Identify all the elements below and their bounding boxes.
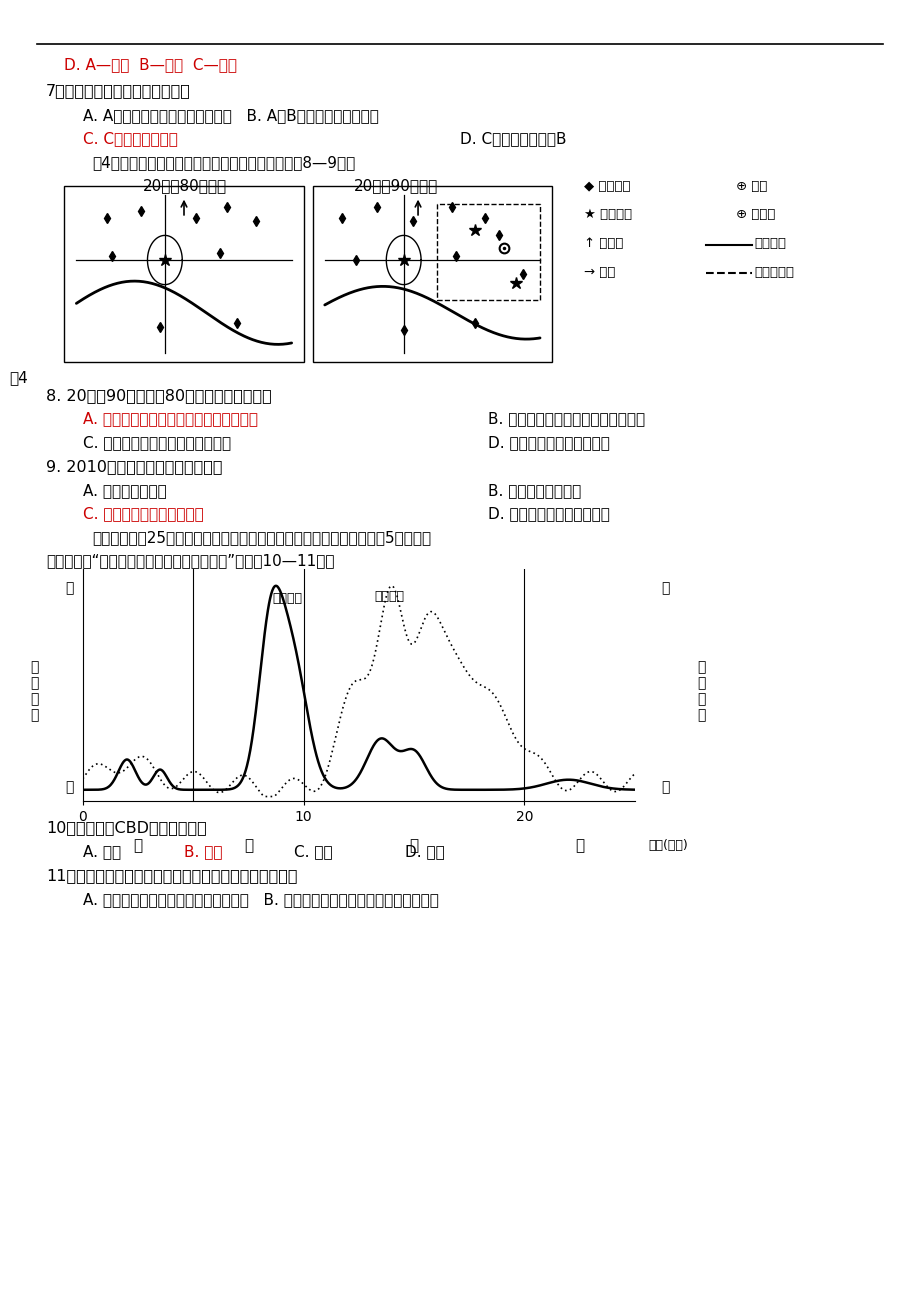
- Text: D. 老商业中心服务范围变小: D. 老商业中心服务范围变小: [487, 435, 608, 450]
- Text: B. 沿环线高架路分布: B. 沿环线高架路分布: [487, 483, 580, 499]
- Text: 人
口
密
度: 人 口 密 度: [696, 660, 705, 723]
- Text: D. 围绕老商业中心均匀分布: D. 围绕老商业中心均匀分布: [487, 506, 608, 522]
- Text: B. 乙区: B. 乙区: [184, 844, 222, 859]
- Text: 低: 低: [65, 780, 74, 794]
- Text: 高: 高: [65, 582, 74, 595]
- Bar: [437, 203, 539, 301]
- Text: C. 丙区: C. 丙区: [294, 844, 333, 859]
- Text: 土
地
价
格: 土 地 价 格: [30, 660, 39, 723]
- Text: C. 位于城市交通干线交会处: C. 位于城市交通干线交会处: [83, 506, 203, 522]
- Text: 9. 2010年，该城市新建的商业中心: 9. 2010年，该城市新建的商业中心: [46, 460, 222, 475]
- Text: 10．该城市的CBD最有可能位于: 10．该城市的CBD最有可能位于: [46, 820, 207, 836]
- Text: 11．若甲、乙、丙、丁为四个功能区，下列说法正确的是: 11．若甲、乙、丙、丁为四个功能区，下列说法正确的是: [46, 868, 297, 884]
- Text: 小: 小: [661, 780, 669, 794]
- Text: 图4: 图4: [9, 370, 28, 385]
- Text: ↑ 航空港: ↑ 航空港: [584, 237, 623, 250]
- Text: A. A服务半径最小，服务范围最大   B. A比B提供的职能种类较多: A. A服务半径最小，服务范围最大 B. A比B提供的职能种类较多: [83, 108, 379, 124]
- Text: → 河流: → 河流: [584, 266, 615, 279]
- Text: D. A—小学  B—中学  C—大学: D. A—小学 B—中学 C—大学: [64, 57, 237, 73]
- Text: 大: 大: [661, 582, 669, 595]
- Text: 土地价格: 土地价格: [272, 592, 302, 605]
- Text: 丙: 丙: [409, 838, 418, 854]
- Text: 甲: 甲: [133, 838, 142, 854]
- Text: ⊕ 地铁站: ⊕ 地铁站: [735, 208, 775, 221]
- Text: 7．有关三个城市的叙述正确的是: 7．有关三个城市的叙述正确的是: [46, 83, 190, 99]
- Text: ◆ 居住小区: ◆ 居住小区: [584, 180, 630, 193]
- Text: 环线高架路: 环线高架路: [754, 266, 793, 279]
- Bar: [64, 186, 303, 362]
- Text: 人口密度: 人口密度: [374, 590, 403, 603]
- Text: 沿东西方向“人口密度与土地价格分布曲线图”。完成10—11题。: 沿东西方向“人口密度与土地价格分布曲线图”。完成10—11题。: [46, 553, 335, 569]
- Text: 距离(千米): 距离(千米): [647, 838, 687, 852]
- Text: D. C的服务范围小于B: D. C的服务范围小于B: [460, 132, 566, 147]
- Text: A. 甲区人口密度小，工业区位条件最差   B. 乙区土地价格高，以政府机关用地为主: A. 甲区人口密度小，工业区位条件最差 B. 乙区土地价格高，以政府机关用地为主: [83, 892, 438, 907]
- Text: D. 丁区: D. 丁区: [404, 844, 444, 859]
- Text: A. 沿河流两岘分布: A. 沿河流两岘分布: [83, 483, 166, 499]
- Text: 20世纪90年代末: 20世纪90年代末: [354, 178, 438, 194]
- Text: 图4是位于平原地区的我国南方某城市示意图。完成8—9题。: 图4是位于平原地区的我国南方某城市示意图。完成8—9题。: [92, 155, 355, 171]
- Text: C. C的城市级别最高: C. C的城市级别最高: [83, 132, 177, 147]
- Text: 乙: 乙: [244, 838, 253, 854]
- Text: C. 多层次的立体交通网络尚未形成: C. 多层次的立体交通网络尚未形成: [83, 435, 231, 450]
- Text: ⊕ 河港: ⊕ 河港: [735, 180, 766, 193]
- Text: B. 城区发展和交通建设不受河流影响: B. 城区发展和交通建设不受河流影响: [487, 411, 644, 427]
- Text: 城市道路: 城市道路: [754, 237, 786, 250]
- Text: 某城市东西相25千米，甲、乙、丙、丁分别表示该城市不同的区域。图5为该城市: 某城市东西相25千米，甲、乙、丙、丁分别表示该城市不同的区域。图5为该城市: [92, 530, 431, 546]
- Text: 丁: 丁: [574, 838, 584, 854]
- Text: 8. 20世纪90年代末与80年代初比较，该城市: 8. 20世纪90年代末与80年代初比较，该城市: [46, 388, 271, 404]
- Text: A. 甲区: A. 甲区: [83, 844, 120, 859]
- Text: ★ 商业中心: ★ 商业中心: [584, 208, 631, 221]
- Bar: [312, 186, 551, 362]
- Text: 20世纪80年代初: 20世纪80年代初: [142, 178, 226, 194]
- Text: A. 交通发展促使城区面积向东大规模扩展: A. 交通发展促使城区面积向东大规模扩展: [83, 411, 257, 427]
